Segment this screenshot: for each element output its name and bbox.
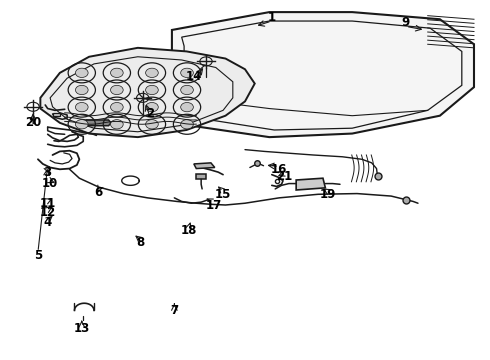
- Text: 7: 7: [171, 304, 178, 317]
- Text: 15: 15: [215, 188, 231, 201]
- Circle shape: [75, 120, 88, 129]
- Polygon shape: [40, 48, 255, 137]
- Circle shape: [146, 85, 158, 95]
- Text: 1: 1: [268, 11, 276, 24]
- Text: 14: 14: [186, 70, 202, 83]
- Polygon shape: [172, 12, 474, 137]
- Circle shape: [181, 85, 194, 95]
- Polygon shape: [296, 178, 325, 190]
- Circle shape: [111, 85, 123, 95]
- Text: 3: 3: [44, 166, 52, 179]
- Text: 20: 20: [25, 116, 41, 129]
- Text: 6: 6: [95, 186, 103, 199]
- Circle shape: [111, 103, 123, 112]
- Circle shape: [146, 103, 158, 112]
- Circle shape: [111, 68, 123, 77]
- Circle shape: [146, 120, 158, 129]
- Text: 18: 18: [181, 224, 197, 237]
- Circle shape: [75, 103, 88, 112]
- Text: 8: 8: [136, 236, 145, 249]
- Circle shape: [111, 120, 123, 129]
- Polygon shape: [194, 163, 215, 168]
- Polygon shape: [196, 174, 206, 179]
- Text: 9: 9: [402, 16, 410, 29]
- Text: 2: 2: [146, 107, 154, 120]
- Circle shape: [75, 85, 88, 95]
- Text: 16: 16: [271, 163, 287, 176]
- Text: 19: 19: [319, 188, 336, 201]
- Circle shape: [181, 68, 194, 77]
- Text: 12: 12: [40, 206, 56, 219]
- Polygon shape: [84, 120, 111, 126]
- Text: 17: 17: [205, 198, 221, 212]
- Text: 21: 21: [276, 170, 292, 183]
- Circle shape: [181, 103, 194, 112]
- Text: 10: 10: [42, 177, 58, 190]
- Circle shape: [181, 120, 194, 129]
- Circle shape: [146, 68, 158, 77]
- Text: 11: 11: [40, 197, 56, 210]
- Circle shape: [75, 68, 88, 77]
- Text: 4: 4: [44, 216, 52, 229]
- Text: 5: 5: [34, 248, 42, 261]
- Text: 13: 13: [74, 322, 90, 335]
- Polygon shape: [52, 113, 60, 116]
